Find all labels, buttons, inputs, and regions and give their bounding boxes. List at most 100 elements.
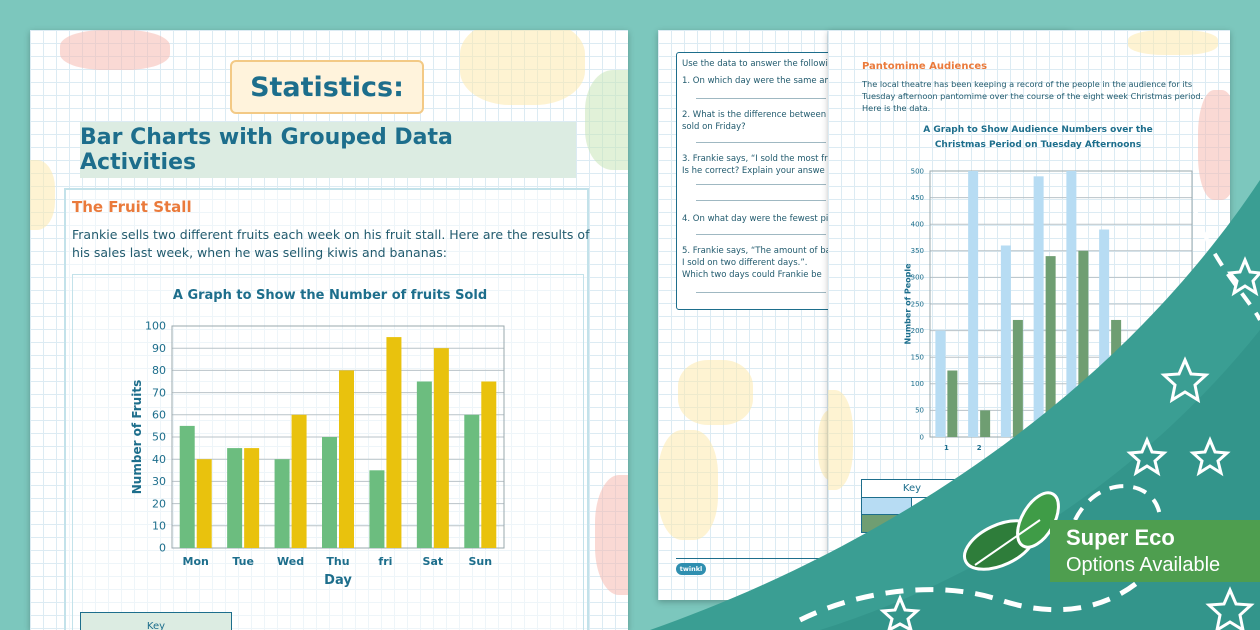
y-axis-label: Number of People	[903, 263, 912, 345]
decorative-blob	[30, 160, 55, 230]
y-tick-label: 20	[152, 497, 166, 510]
x-tick-label: 6	[1108, 444, 1113, 452]
key-swatch	[862, 498, 912, 514]
page-subtitle: Bar Charts with Grouped Data Activities	[80, 122, 576, 178]
bar-series-1-fri	[386, 337, 402, 548]
section-title: The Fruit Stall	[72, 198, 192, 216]
bar-series-0-Sat	[416, 381, 432, 548]
bar-series-0-Thu	[322, 437, 337, 548]
bar-children-5	[1066, 171, 1077, 437]
y-axis-label: Number of Fruits	[130, 380, 144, 494]
decorative-blob	[1128, 30, 1218, 55]
decorative-blob	[585, 70, 628, 170]
y-tick-label: 150	[911, 354, 924, 362]
question-line: sold on Friday?	[682, 122, 746, 132]
y-tick-label: 0	[920, 433, 924, 441]
intro-text-line: Here is the data.	[862, 103, 931, 113]
chart-title: A Graph to Show the Number of fruits Sol…	[172, 288, 488, 303]
bar-children-4	[1033, 176, 1044, 437]
y-tick-label: 450	[911, 194, 924, 202]
bar-adults-6	[1111, 319, 1122, 437]
decorative-blob	[460, 30, 585, 105]
bar-series-1-Sat	[433, 348, 449, 548]
x-tick-label: Wed	[277, 555, 304, 568]
chart-key: Key	[80, 612, 232, 630]
x-tick-label: 7	[1140, 444, 1145, 452]
question-line: 1. On which day were the same amo	[682, 76, 839, 86]
y-tick-label: 50	[152, 431, 166, 444]
decorative-blob	[678, 360, 753, 425]
intro-text-line: Frankie sells two different fruits each …	[72, 227, 590, 242]
y-tick-label: 100	[911, 380, 924, 388]
bar-children-7	[1131, 351, 1142, 437]
answer-line	[696, 142, 826, 143]
bar-series-0-Wed	[274, 459, 290, 548]
answer-line	[696, 292, 826, 293]
y-tick-label: 70	[152, 386, 166, 399]
fruit-bar-chart: 0 10 20 30 40 50 60 70 80 90 100 Mon Tue Wed Thu fri Sat…	[130, 320, 505, 588]
bar-series-1-Tue	[244, 448, 260, 548]
eco-badge-subtitle: Options Available	[1066, 554, 1221, 576]
star-icon	[1205, 586, 1255, 630]
y-tick-label: 30	[152, 475, 166, 488]
bar-children-3	[1000, 245, 1011, 437]
y-tick-label: 90	[152, 342, 166, 355]
x-tick-label: 3	[1009, 444, 1014, 452]
y-tick-label: 300	[911, 274, 924, 282]
question-line: 5. Frankie says, “The amount of bana	[682, 246, 842, 256]
pantomime-sheet: Pantomime Audiences The local theatre ha…	[828, 30, 1230, 575]
key-item-children: children	[862, 498, 962, 515]
chart-key: Key children adults	[861, 479, 963, 533]
x-tick-label: 2	[977, 444, 982, 452]
star-icon	[879, 594, 921, 630]
x-tick-label: 8	[1173, 444, 1178, 452]
twinkl-logo: twinkl	[676, 563, 706, 575]
bar-adults-2	[980, 410, 991, 437]
decorative-blob	[595, 475, 628, 595]
bar-adults-1	[947, 370, 958, 437]
answer-line	[696, 200, 826, 201]
intro-text-line: The local theatre has been keeping a rec…	[862, 79, 1193, 89]
y-tick-label: 10	[152, 519, 166, 532]
key-swatch	[862, 515, 912, 532]
bar-children-6	[1099, 229, 1110, 437]
activity-card	[64, 188, 589, 630]
question-line: I sold on two different days.”.	[682, 258, 808, 268]
y-tick-label: 400	[911, 221, 924, 229]
bar-adults-3	[1012, 319, 1023, 437]
key-label: Key	[146, 621, 166, 630]
eco-badge-title: Super Eco	[1066, 525, 1175, 550]
bar-children-1	[935, 330, 946, 437]
key-label: Key	[862, 480, 962, 498]
footer-divider	[846, 557, 1046, 558]
question-line: Is he correct? Explain your answe	[682, 166, 825, 176]
y-tick-label: 40	[152, 453, 166, 466]
x-tick-label: fri	[378, 555, 392, 568]
chart-title-line: A Graph to Show Audience Numbers over th…	[923, 125, 1153, 135]
section-title: Pantomime Audiences	[862, 61, 988, 72]
question-line: Which two days could Frankie be	[682, 270, 822, 280]
x-axis-label: Day	[324, 573, 352, 588]
y-tick-label: 100	[145, 320, 166, 333]
star-icon	[1226, 256, 1260, 297]
answer-line	[696, 184, 826, 185]
intro-text-line: Tuesday afternoon pantomime over the cou…	[862, 91, 1204, 101]
bar-series-1-Wed	[291, 414, 307, 548]
answer-line	[696, 234, 826, 235]
bar-series-1-Mon	[196, 459, 212, 548]
eco-badge: Super Eco Options Available	[1050, 520, 1260, 582]
bar-series-0-fri	[369, 470, 385, 548]
bar-children-8	[1164, 346, 1175, 437]
question-line: 3. Frankie says, “I sold the most frui	[682, 154, 836, 164]
intro-text-line: his sales last week, when he was selling…	[72, 245, 448, 260]
x-tick-label: 5	[1075, 444, 1080, 452]
x-axis-label: Week	[1047, 458, 1076, 468]
bar-adults-4	[1045, 256, 1056, 437]
twinkl-logo: twinkl	[846, 562, 876, 574]
bar-series-0-Sun	[464, 414, 480, 548]
plot-frame	[171, 325, 505, 549]
chart-title-line: Christmas Period on Tuesday Afternoons	[934, 140, 1142, 150]
x-tick-label: Sat	[423, 555, 444, 568]
x-tick-label: Thu	[326, 555, 349, 568]
y-tick-label: 60	[152, 408, 166, 421]
